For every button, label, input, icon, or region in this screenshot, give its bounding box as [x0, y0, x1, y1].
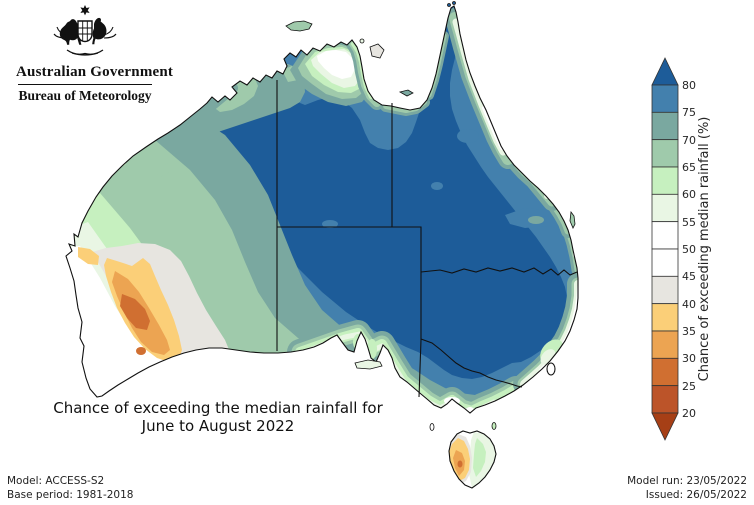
model-run-date: Model run: 23/05/2022 [627, 475, 747, 487]
model-name: Model: ACCESS-S2 [7, 475, 105, 487]
colorbar-seg-20-25 [651, 385, 679, 414]
colorbar-arrow-below-20 [651, 412, 679, 441]
model-info: Model: ACCESS-S2 Base period: 1981-2018 [7, 474, 133, 502]
colorbar-tick: 65 [682, 161, 696, 174]
colorbar-seg-60-65 [651, 166, 679, 195]
band-sw-25-30-core [120, 294, 150, 330]
header-divider [18, 84, 152, 85]
band-kimberley-60-65 [220, 84, 232, 92]
colorbar-tick: 35 [682, 325, 696, 338]
colorbar-seg-50-55 [651, 221, 679, 250]
colorbar-tick: 40 [682, 298, 696, 311]
agency-header: Australian Government Bureau of Meteorol… [16, 2, 174, 104]
colorbar-seg-45-50 [651, 248, 679, 277]
tas-west-25-30-spot [457, 460, 463, 468]
band-topend-white [317, 50, 355, 79]
island-torres-1 [447, 3, 451, 7]
colorbar-tick: 75 [682, 106, 696, 119]
island-wessel [359, 38, 365, 44]
map-title: Chance of exceeding the median rainfall … [8, 399, 428, 435]
colorbar-tick: 60 [682, 188, 696, 201]
colorbar-tick: 50 [682, 243, 696, 256]
island-torres-2 [452, 1, 456, 5]
state-border-nsw-vic [420, 338, 523, 388]
mainland-contours [66, 6, 578, 413]
spot-eyre-green [353, 334, 363, 350]
colorbar-seg-70-75 [651, 111, 679, 141]
islands [285, 1, 576, 431]
colorbar-tick: 80 [682, 79, 696, 92]
island-flinders [491, 422, 497, 430]
colorbar-tick: 20 [682, 407, 696, 420]
colorbar-tick: 30 [682, 352, 696, 365]
mainland-coastline [65, 5, 579, 414]
bureau-title: Bureau of Meteorology [18, 88, 152, 103]
state-border-qld-nsw [420, 267, 578, 276]
run-info: Model run: 23/05/2022 Issued: 26/05/2022 [627, 474, 747, 502]
colorbar-axis-label: Chance of exceeding median rainfall (%) [697, 117, 712, 382]
colorbar-seg-65-70 [651, 139, 679, 168]
map-title-line2: June to August 2022 [141, 417, 295, 435]
base-period: Base period: 1981-2018 [7, 489, 134, 501]
map-title-line1: Chance of exceeding the median rainfall … [53, 399, 383, 417]
band-patch-nt-south [322, 220, 338, 228]
coat-of-arms-icon [53, 5, 117, 56]
tasmania-coastline [448, 430, 497, 489]
island-groote [369, 43, 385, 59]
issued-date: Issued: 26/05/2022 [645, 489, 747, 501]
band-sharkbay-35-40 [78, 247, 99, 265]
band-patch-qld-north [457, 129, 479, 143]
colorbar-arrow-above-80 [651, 57, 679, 86]
band-sw-25-30-spot [136, 347, 146, 355]
colorbar-tick-labels: 80 75 70 65 60 55 50 45 40 35 30 25 20 [682, 79, 696, 420]
state-border-act [546, 362, 556, 376]
spot-townsville [518, 163, 524, 169]
band-spot-qld-coast [528, 216, 544, 224]
colorbar-seg-30-35 [651, 330, 679, 359]
coastline-and-borders [65, 5, 579, 414]
spot-mackay [544, 193, 550, 199]
island-melville [285, 20, 313, 32]
island-king [429, 423, 435, 431]
colorbar-seg-40-45 [651, 275, 679, 305]
island-fraser [569, 210, 576, 229]
colorbar: 80 75 70 65 60 55 50 45 40 35 30 25 20 C… [651, 57, 712, 441]
island-kangaroo [354, 359, 383, 370]
colorbar-seg-75-80 [651, 84, 679, 113]
tas-east-60-65 [473, 438, 486, 477]
colorbar-seg-55-60 [651, 193, 679, 223]
colorbar-seg-25-30 [651, 357, 679, 387]
colorbar-tick: 25 [682, 380, 696, 393]
government-title: Australian Government [16, 64, 174, 80]
colorbar-tick: 55 [682, 216, 696, 229]
state-border-sa-east [392, 226, 422, 398]
spot-pilbara-green [156, 163, 172, 177]
colorbar-tick: 70 [682, 134, 696, 147]
colorbar-seg-35-40 [651, 303, 679, 332]
colorbar-tick: 45 [682, 270, 696, 283]
tasmania [448, 430, 497, 489]
band-patch-qld-west [431, 182, 443, 190]
island-mornington [398, 89, 414, 97]
